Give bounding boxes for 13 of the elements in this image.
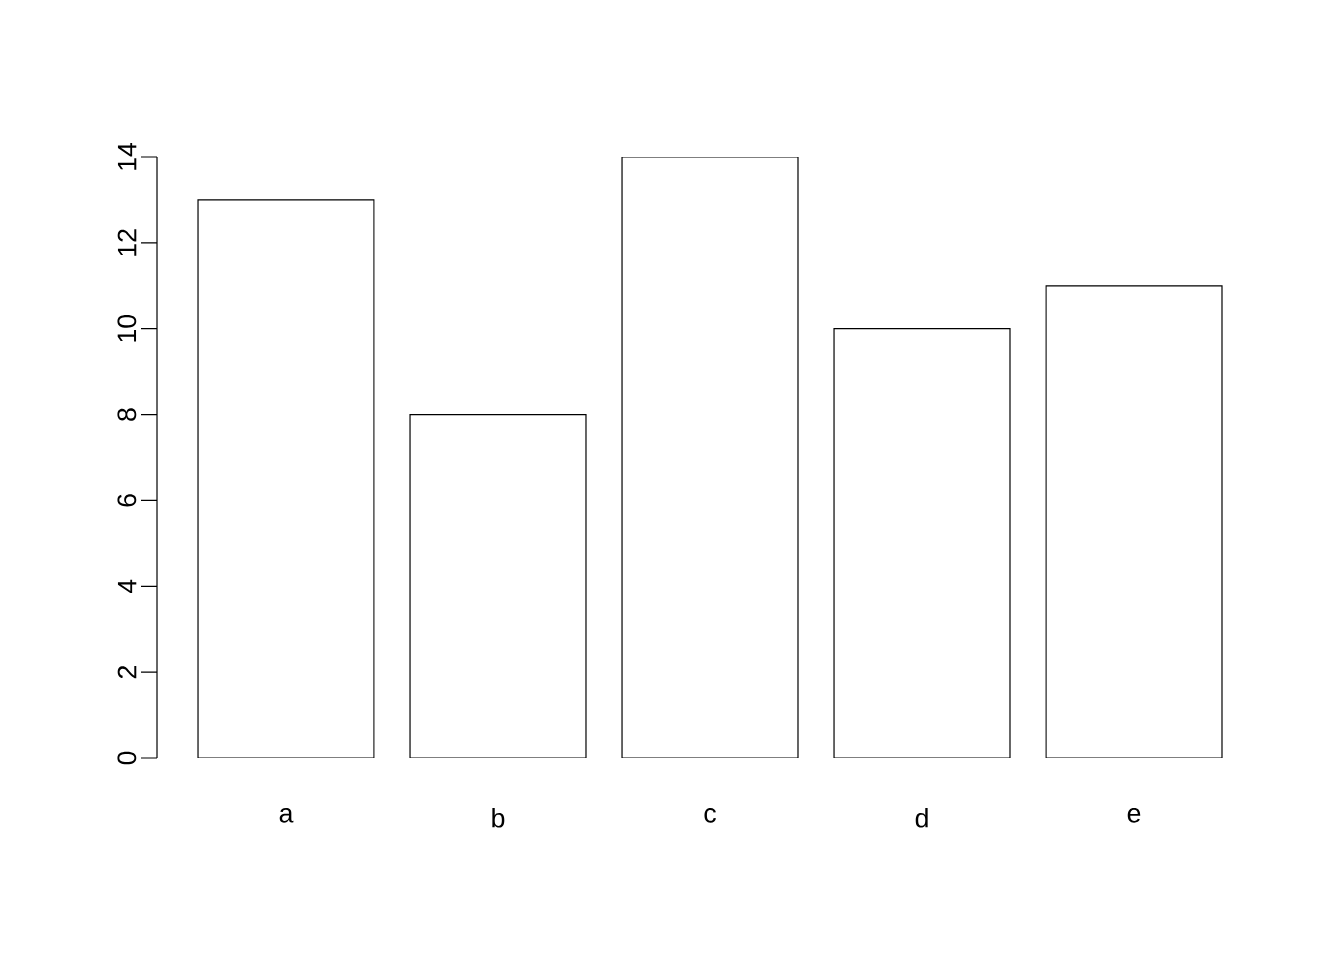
y-tick-label: 10 xyxy=(117,314,137,342)
x-tick-label: b xyxy=(492,808,505,828)
y-tick-label: 4 xyxy=(117,579,137,594)
y-tick-label: 14 xyxy=(117,142,137,170)
y-tick-label: 8 xyxy=(117,408,137,421)
x-tick-label: c xyxy=(704,808,716,823)
y-tick-label: 0 xyxy=(117,751,137,765)
x-tick-label: d xyxy=(915,808,928,828)
x-tick-label: e xyxy=(1127,808,1141,823)
y-tick-label: 2 xyxy=(117,666,137,679)
x-tick-label: a xyxy=(279,808,294,823)
y-tick-label: 6 xyxy=(117,494,137,507)
y-tick-label: 12 xyxy=(117,229,137,256)
